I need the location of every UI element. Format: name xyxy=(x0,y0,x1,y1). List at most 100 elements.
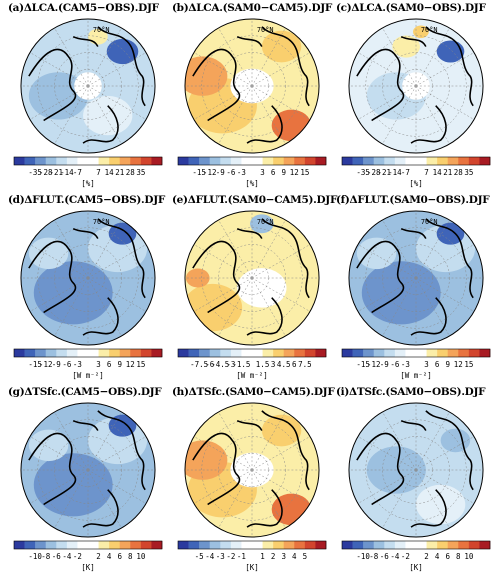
colorbar-tick-label: -7 xyxy=(400,168,410,177)
panel-title: (a)ΔLCA.(CAM5−OBS).DJF xyxy=(8,2,159,14)
colorbar-tick-label: -12 xyxy=(38,360,53,369)
polar-map xyxy=(348,402,484,538)
colorbar-swatch xyxy=(373,157,385,165)
latitude-label: 70°N xyxy=(93,218,110,226)
panel-title: (b)ΔLCA.(SAM0−CAM5).DJF xyxy=(172,2,333,14)
colorbar-swatch xyxy=(209,349,221,357)
colorbar-swatch xyxy=(315,349,327,357)
colorbar-unit: [%] xyxy=(81,179,95,188)
colorbar-tick-label: 12 xyxy=(125,360,135,369)
panel-title: (e)ΔFLUT.(SAM0−CAM5).DJF xyxy=(172,194,338,206)
colorbar xyxy=(341,540,491,550)
colorbar-swatch xyxy=(394,541,406,549)
colorbar-tick-label: 4 xyxy=(292,552,297,561)
colorbar-swatch xyxy=(188,349,200,357)
polar-map: 70°N xyxy=(20,18,156,154)
colorbar-swatch xyxy=(119,541,131,549)
colorbar-swatch xyxy=(14,349,25,357)
coastline xyxy=(192,410,310,528)
colorbar-unit: [K] xyxy=(409,563,423,572)
colorbar-swatch xyxy=(77,349,89,357)
colorbar-tick-label: 15 xyxy=(136,360,146,369)
anomaly-region xyxy=(28,72,88,120)
colorbar-tick-label: 1 xyxy=(260,552,265,561)
colorbar-tick-label: 35 xyxy=(464,168,474,177)
colorbar-swatch xyxy=(199,349,211,357)
colorbar-swatch xyxy=(140,541,152,549)
colorbar-tick-label: -6 xyxy=(226,168,236,177)
colorbar-swatch xyxy=(88,349,99,357)
map-panel-f: (f)ΔFLUT.(SAM0−OBS).DJF 70°N -15 -12 -9 -6 -3 3… xyxy=(336,194,496,382)
colorbar-tick-label: -4.5 xyxy=(211,360,230,369)
colorbar-tick-label: -6 xyxy=(205,360,215,369)
colorbar-swatch xyxy=(88,541,99,549)
colorbar-swatch xyxy=(273,349,285,357)
colorbar-swatch xyxy=(45,349,57,357)
colorbar-swatch xyxy=(178,541,189,549)
colorbar-tick-label: 1.5 xyxy=(255,360,270,369)
colorbar-tick-label: -10 xyxy=(356,552,370,561)
colorbar-swatch xyxy=(405,157,417,165)
colorbar-swatch xyxy=(479,157,491,165)
colorbar-swatch xyxy=(88,157,99,165)
colorbar-unit: [K] xyxy=(245,563,259,572)
polar-map: 70°N xyxy=(184,210,320,346)
anomaly-region xyxy=(392,35,420,58)
colorbar-tick-label: 6 xyxy=(270,168,276,177)
coastline xyxy=(192,26,310,144)
colorbar-swatch xyxy=(315,157,327,165)
colorbar-tick-label: 2 xyxy=(96,552,101,561)
colorbar-swatch xyxy=(342,349,353,357)
colorbar-swatch xyxy=(405,541,417,549)
colorbar-swatch xyxy=(437,157,449,165)
colorbar-swatch xyxy=(35,541,47,549)
colorbar-swatch xyxy=(230,157,242,165)
colorbar xyxy=(177,348,327,358)
colorbar-tick-label: 6 xyxy=(292,360,297,369)
colorbar-swatch xyxy=(77,541,89,549)
colorbar-swatch xyxy=(394,157,406,165)
polar-map xyxy=(184,402,320,538)
colorbar-swatch xyxy=(252,349,263,357)
colorbar-swatch xyxy=(426,541,438,549)
polar-map: 70°N xyxy=(348,210,484,346)
colorbar-swatch xyxy=(363,349,375,357)
colorbar-tick-label: -35 xyxy=(356,168,370,177)
map-panel-a: (a)ΔLCA.(CAM5−OBS).DJF 70°N -35 -28 -21 -14 -7… xyxy=(8,2,168,190)
colorbar-tick-label: -3 xyxy=(72,360,82,369)
colorbar-swatch xyxy=(437,541,449,549)
colorbar-swatch xyxy=(77,157,89,165)
colorbar-swatch xyxy=(447,349,459,357)
latitude-label: 70°N xyxy=(257,218,274,226)
colorbar-tick-label: 5 xyxy=(302,552,308,561)
latitude-label: 70°N xyxy=(421,26,438,34)
colorbar-tick-label: 14 xyxy=(432,168,442,177)
colorbar-tick-label: -28 xyxy=(38,168,53,177)
colorbar-tick-label: 3 xyxy=(281,552,286,561)
colorbar-swatch xyxy=(426,349,438,357)
colorbar-swatch xyxy=(109,541,121,549)
colorbar-swatch xyxy=(252,541,263,549)
colorbar-swatch xyxy=(151,349,163,357)
colorbar-tick-label: 8 xyxy=(128,552,133,561)
colorbar-swatch xyxy=(119,349,131,357)
colorbar-swatch xyxy=(24,541,36,549)
colorbar-swatch xyxy=(405,349,417,357)
colorbar-swatch xyxy=(342,541,353,549)
colorbar-tick-label: -6 xyxy=(390,360,400,369)
colorbar-tick-label: -2 xyxy=(226,552,236,561)
colorbar-swatch xyxy=(109,349,121,357)
colorbar-swatch xyxy=(109,157,121,165)
colorbar-swatch xyxy=(468,157,480,165)
colorbar-swatch xyxy=(294,157,306,165)
colorbar-tick-label: 3 xyxy=(424,360,429,369)
colorbar-swatch xyxy=(14,157,25,165)
colorbar-swatch xyxy=(294,541,306,549)
colorbar-swatch xyxy=(66,541,78,549)
colorbar-swatch xyxy=(35,349,47,357)
colorbar-swatch xyxy=(252,157,263,165)
colorbar-tick-label: -2 xyxy=(72,552,82,561)
colorbar-swatch xyxy=(458,157,470,165)
latitude-label: 70°N xyxy=(421,218,438,226)
colorbar-swatch xyxy=(241,541,253,549)
